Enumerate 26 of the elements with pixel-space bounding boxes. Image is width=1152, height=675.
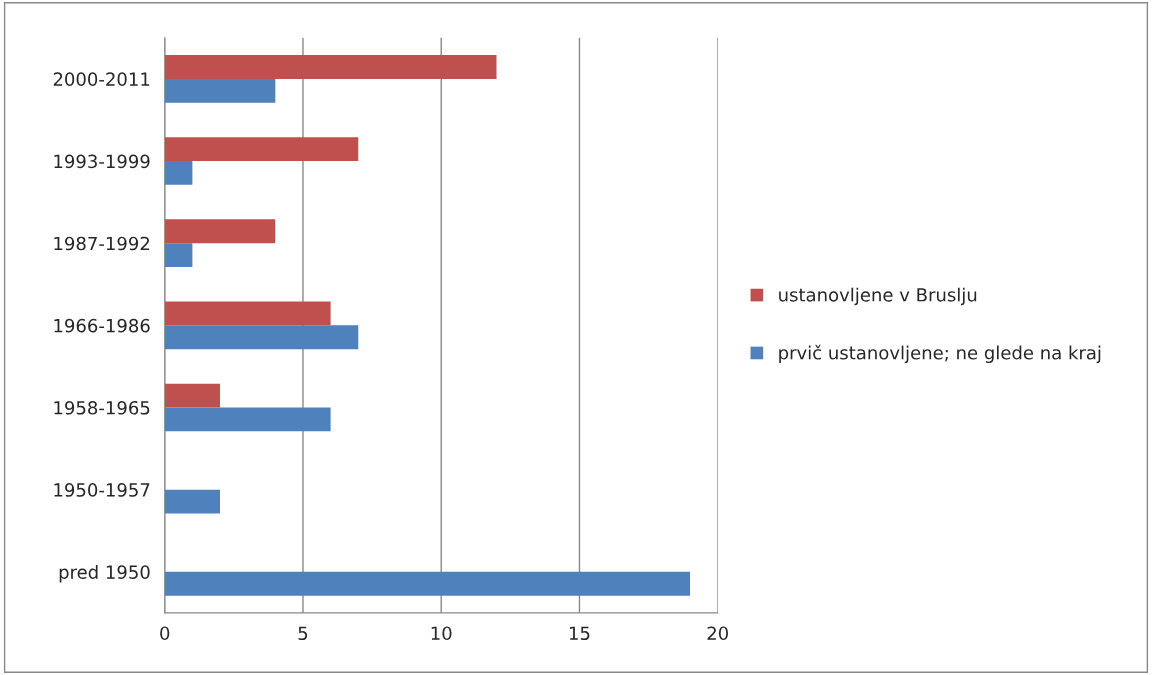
bar (164, 243, 193, 268)
y-tick-label: 1993-1999 (54, 154, 150, 169)
legend-label: prvič ustanovljene; ne glede na kraj (779, 344, 1101, 364)
bar (164, 301, 331, 326)
x-tick-label: 15 (569, 626, 590, 641)
bar (164, 137, 359, 162)
y-tick-label: pred 1950 (59, 564, 150, 583)
y-tick-label: 1958-1965 (54, 400, 150, 415)
bar (164, 78, 276, 103)
y-tick-label: 1966-1986 (54, 318, 150, 333)
x-tick-label: 5 (298, 626, 308, 641)
bar (164, 571, 691, 596)
bar (164, 325, 359, 350)
y-tick-label: 1950-1957 (54, 483, 150, 497)
legend-label: ustanovljene v Bruslju (779, 287, 977, 306)
y-tick-label: 2000-2011 (53, 72, 150, 86)
bar (164, 219, 276, 244)
bar (164, 489, 221, 514)
bar (164, 383, 221, 408)
x-tick-label: 10 (431, 626, 452, 641)
x-tick-label: 0 (160, 626, 170, 641)
bar (164, 407, 331, 432)
bar (164, 161, 193, 185)
x-tick-label: 20 (707, 626, 728, 641)
y-tick-label: 1987-1992 (54, 236, 150, 251)
bar (164, 55, 497, 79)
